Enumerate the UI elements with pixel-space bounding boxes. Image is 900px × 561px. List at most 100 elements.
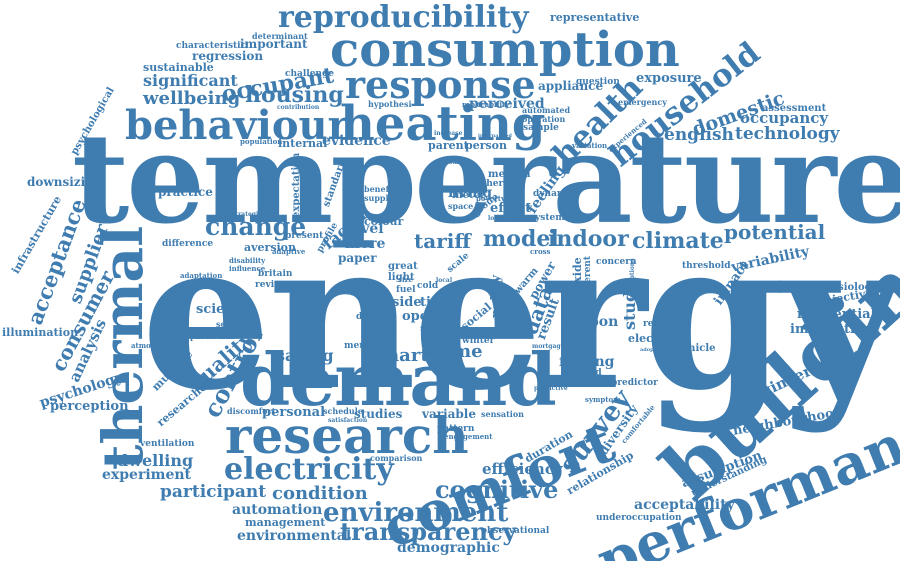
word-sensation: sensation (481, 409, 524, 419)
word-physiological: physiological (818, 282, 892, 293)
word-technology: technology (735, 124, 840, 144)
word-potential: potential (724, 220, 826, 244)
word-disability: disability (229, 256, 266, 265)
word-room: room (420, 323, 444, 333)
word-assessment: assessment (762, 103, 827, 114)
word-lockdown: lockdown (488, 215, 520, 222)
word-representative: representative (550, 11, 640, 24)
word-present: present (285, 231, 324, 241)
word-fuel: fuel (396, 285, 416, 295)
word-england: england (561, 368, 602, 378)
word-concern: concern (596, 257, 637, 267)
word-cognitive: cognitive (435, 475, 559, 504)
word-condition: condition (272, 483, 368, 504)
word-sample: sample (523, 123, 559, 133)
word-different: different (583, 256, 593, 300)
word-experiment: experiment (102, 467, 192, 483)
word-replicability: replicability (462, 100, 510, 109)
word-review: review (255, 280, 288, 290)
word-space: space (448, 201, 474, 211)
word-appliance: appliance (538, 79, 604, 93)
word-comparison: comparison (370, 453, 423, 463)
word-cooking: cooking (441, 159, 468, 166)
word-atmospheric: atmospheric (131, 341, 180, 350)
word-contribution: contribution (277, 104, 320, 111)
word-transparency: transparency (340, 517, 517, 546)
word-regression: regression (192, 49, 264, 63)
word-internal: internal (278, 137, 328, 150)
word-predictor: predictor (611, 378, 658, 388)
word-observational: observational (481, 526, 550, 536)
word-vehicle: vehicle (676, 343, 716, 354)
word-great: great (388, 261, 418, 272)
word-predictive: predictive (534, 385, 568, 392)
word-emergency: emergency (618, 97, 667, 107)
word-adaptive: adaptive (272, 247, 306, 256)
word-sustainable: sustainable (143, 61, 214, 74)
word-strategies: strategies (232, 211, 266, 218)
word-environmental: environmental (237, 528, 352, 544)
word-indoor: indoor (548, 226, 629, 252)
word-english: english (664, 125, 734, 145)
word-colour: colour (364, 215, 404, 228)
word-particular: particular (190, 331, 235, 341)
word-expectation: expectation (291, 152, 302, 218)
word-related: related (643, 319, 679, 329)
word-question: question (576, 77, 620, 87)
word-more: more (345, 236, 386, 252)
word-research: research (225, 406, 469, 465)
word-exposure: exposure (636, 71, 702, 86)
word-population: population (240, 137, 283, 146)
word-higher: higher (470, 179, 504, 189)
word-behaviour: behaviour (125, 102, 349, 149)
word-dioxide: dioxide (571, 257, 584, 302)
word-meter: meter (452, 190, 486, 201)
word-carbon: carbon (564, 314, 619, 330)
word-side: side (392, 295, 422, 310)
word-cross: cross (530, 247, 551, 256)
word-electric: electric (628, 332, 675, 345)
word-significant: significant (143, 71, 238, 90)
word-important: important (240, 37, 308, 51)
word-engagement: engagement (444, 432, 493, 441)
word-implication: implication (790, 322, 874, 337)
word-schedule: schedule (323, 406, 363, 416)
word-perceptions: perceptions (629, 258, 636, 298)
word-practice: practice (158, 185, 213, 199)
word-cold: cold (417, 281, 439, 291)
word-threshold: threshold (682, 261, 731, 271)
word-dynamic: dynamic (533, 189, 576, 199)
word-local: local (436, 277, 453, 284)
word-direct: direct (356, 312, 386, 322)
word-efficiency: efficiency (482, 460, 563, 478)
word-illumination: illumination (2, 326, 79, 339)
word-demand: demand (240, 337, 557, 422)
word-adoption: adoption (640, 347, 665, 353)
word-symptom: symptom (585, 395, 621, 404)
word-change: change (205, 212, 307, 241)
word-variable: variable (422, 407, 476, 421)
word-determinant: determinant (252, 31, 308, 41)
word-winter: winter (462, 336, 495, 346)
word-person: person (465, 139, 508, 152)
word-residential: residential (797, 307, 876, 322)
word-personal: personal (262, 405, 326, 420)
word-temperature: temperature (72, 107, 900, 252)
word-electricity: electricity (224, 452, 394, 487)
word-comparative: comparative (654, 150, 661, 193)
word-supply: supply (364, 193, 394, 203)
word-home: home (427, 341, 483, 362)
word-response: response (345, 62, 536, 107)
word-benefit: benefit (364, 184, 396, 194)
word-sectional: sectional (216, 319, 257, 329)
word-management: management (245, 516, 326, 529)
word-internalised: internalised (478, 133, 512, 139)
word-underoccupation: underoccupation (596, 513, 682, 523)
word-automated: automated (522, 105, 571, 115)
word-pattern: pattern (437, 424, 475, 434)
word-britain: britain (258, 269, 293, 279)
word-system: system (530, 213, 565, 223)
word-norm: norm (372, 323, 396, 333)
word-heating: heating (340, 96, 546, 152)
